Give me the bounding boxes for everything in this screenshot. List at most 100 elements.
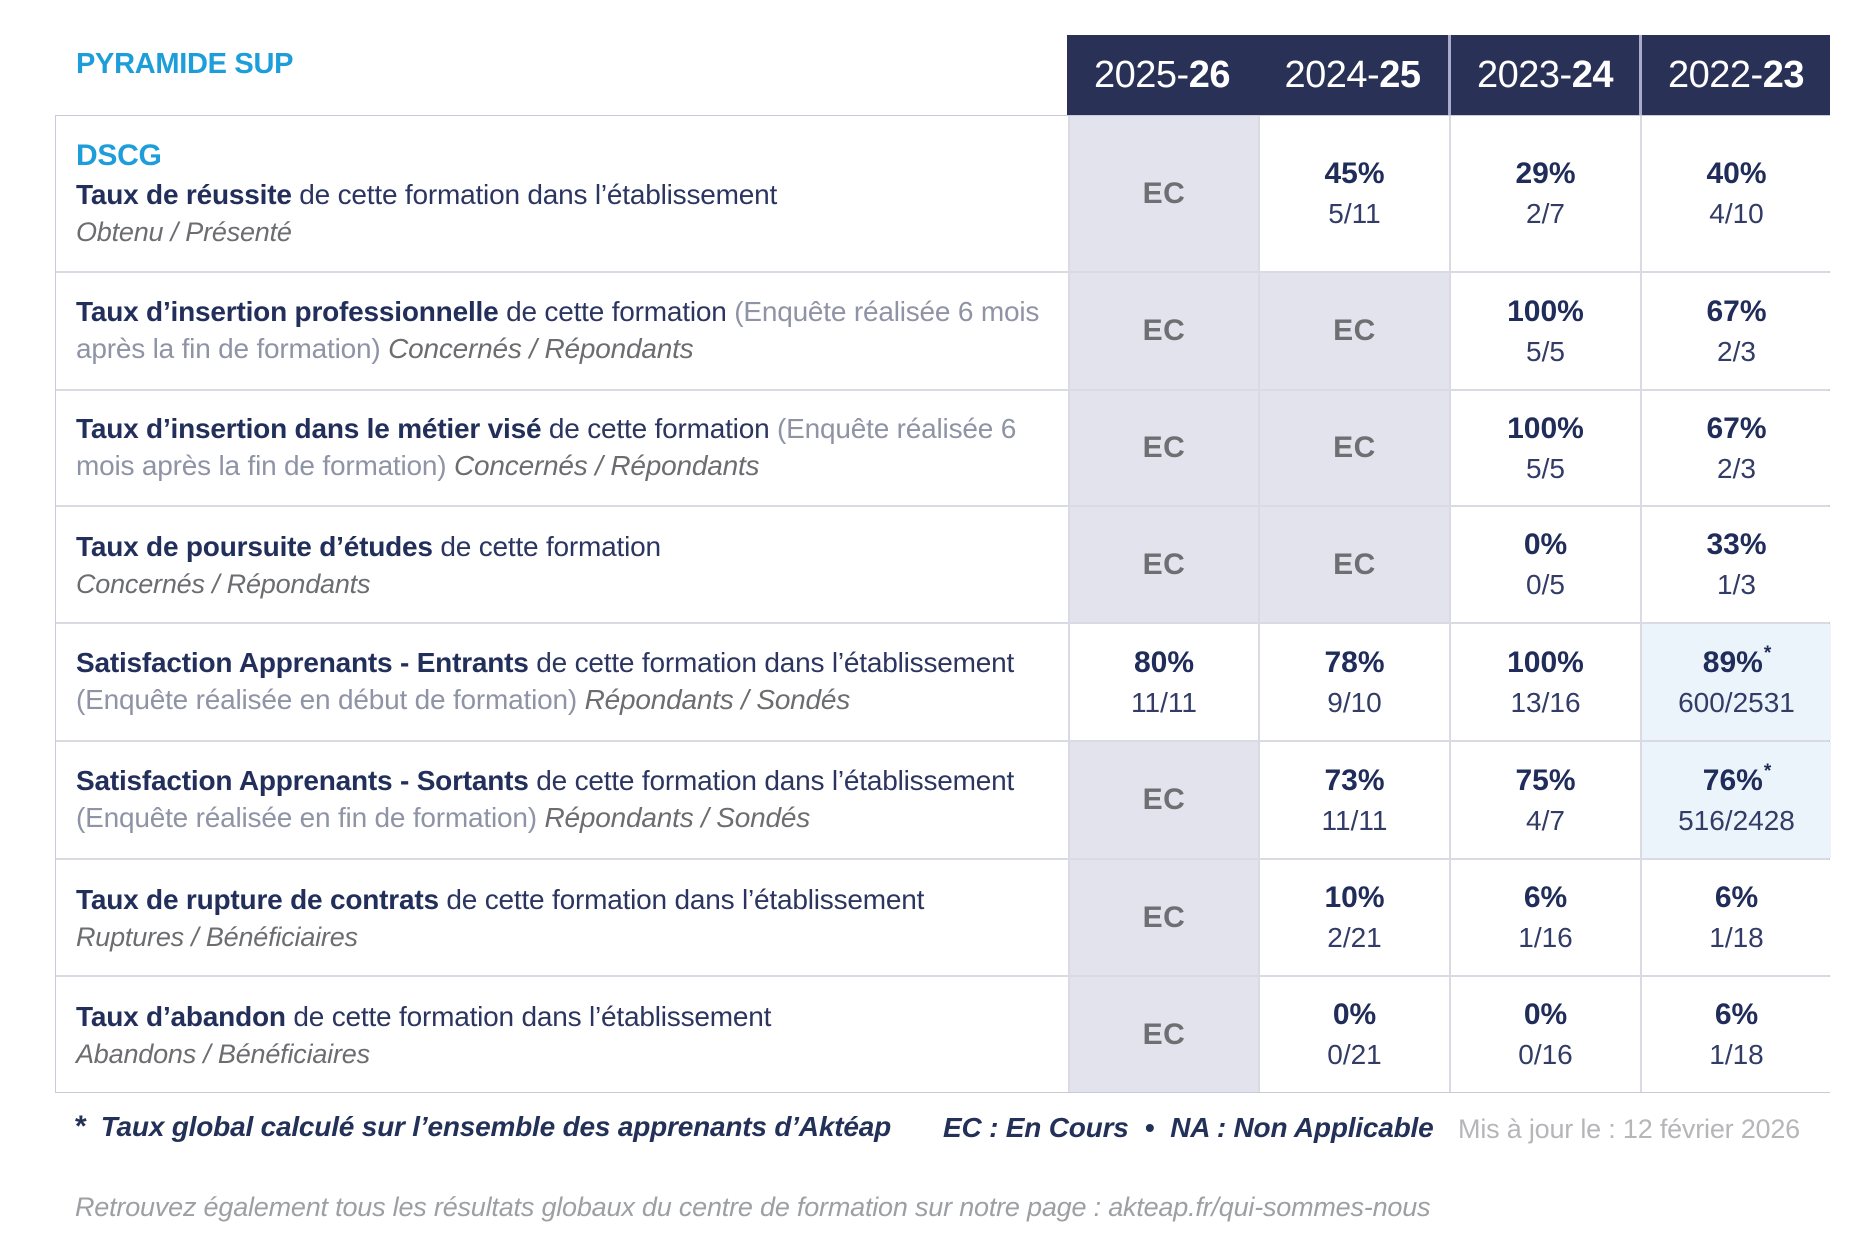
fraction-value: 4/10: [1709, 198, 1764, 229]
ec-badge: EC: [1142, 783, 1186, 816]
year-header-2024-25: 2024- 25: [1257, 35, 1448, 115]
table-row: Taux d’insertion dans le métier visé de …: [56, 389, 1831, 505]
ec-badge: EC: [1142, 431, 1186, 464]
value-cell: 40% 4/10: [1640, 116, 1831, 271]
value-cell: 100% 5/5: [1449, 273, 1640, 389]
table-row: Taux d’abandon de cette formation dans l…: [56, 975, 1831, 1092]
row-text: Taux d’insertion dans le métier visé de …: [76, 411, 1042, 485]
value-cell: 6% 1/16: [1449, 860, 1640, 975]
percent-value: 67%: [1706, 411, 1767, 445]
value-cell: EC: [1068, 507, 1258, 622]
ec-badge: EC: [1333, 314, 1376, 347]
fraction-value: 4/7: [1526, 804, 1565, 836]
percent-value: 6%: [1714, 998, 1759, 1031]
year-header-2025-26: 2025- 26: [1067, 35, 1257, 115]
fraction-value: 1/16: [1518, 922, 1573, 953]
updated-date: Mis à jour le : 12 février 2026: [1458, 1114, 1800, 1144]
row-title: Taux d’abandon: [76, 1000, 286, 1032]
brand-title: PYRAMIDE SUP: [76, 48, 294, 80]
value-cell: 67% 2/3: [1640, 273, 1831, 389]
value-cell: 89%* 600/2531: [1640, 624, 1831, 740]
row-title: Taux d’insertion professionnelle: [76, 296, 499, 328]
row-paren-note: (Enquête réalisée 6 mois après la fin de…: [76, 413, 1017, 481]
percent-value: 67%: [1706, 294, 1767, 328]
percent-value: 75%: [1515, 763, 1576, 797]
legend-separator: •: [1144, 1112, 1155, 1143]
row-title: Taux de rupture de contrats: [76, 883, 439, 915]
percent-value: 0%: [1523, 998, 1568, 1031]
percent-value: 89%*: [1702, 643, 1772, 679]
fraction-value: 2/3: [1717, 452, 1756, 484]
value-cell: 76%* 516/2428: [1640, 742, 1831, 858]
year-header-2023-24: 2023- 24: [1448, 35, 1639, 115]
value-cell: EC: [1068, 860, 1258, 975]
row-ratio-label: Répondants / Sondés: [544, 802, 811, 833]
percent-value: 100%: [1507, 411, 1584, 445]
value-cell: 80% 11/11: [1068, 624, 1258, 740]
value-cell: 10% 2/21: [1258, 860, 1449, 975]
fraction-value: 1/18: [1709, 1039, 1764, 1070]
fraction-value: 5/11: [1328, 198, 1381, 229]
table-row: Satisfaction Apprenants - Entrants de ce…: [56, 622, 1831, 740]
ec-badge: EC: [1142, 547, 1186, 581]
value-cell: EC: [1068, 116, 1258, 271]
row-text: Taux de rupture de contrats de cette for…: [76, 882, 1042, 919]
row-description: Satisfaction Apprenants - Sortants de ce…: [56, 742, 1068, 858]
table-row: Taux de poursuite d’études de cette form…: [56, 505, 1831, 622]
percent-value: 100%: [1507, 645, 1584, 679]
value-cell: 73% 11/11: [1258, 742, 1449, 858]
row-title: Satisfaction Apprenants - Sortants: [76, 765, 529, 797]
value-cell: EC: [1068, 742, 1258, 858]
bottom-note: Retrouvez également tous les résultats g…: [75, 1192, 1431, 1222]
legend-ec: EC : En Cours: [943, 1112, 1129, 1143]
value-cell: 75% 4/7: [1449, 742, 1640, 858]
value-cell: 29% 2/7: [1449, 116, 1640, 271]
row-after-title: de cette formation dans l’établissement: [536, 765, 1015, 797]
percent-value: 0%: [1332, 998, 1377, 1031]
row-after-title: de cette formation dans l’établissement: [536, 647, 1015, 679]
row-after-title: de cette formation: [440, 530, 661, 562]
row-paren-note: (Enquête réalisée en début de formation): [76, 684, 577, 715]
value-cell: 45% 5/11: [1258, 116, 1449, 271]
row-after-title: de cette formation dans l’établissement: [293, 1000, 772, 1032]
percent-value: 29%: [1515, 157, 1576, 190]
value-cell: 100% 5/5: [1449, 391, 1640, 505]
value-cell: EC: [1068, 977, 1258, 1092]
row-description: Taux d’insertion dans le métier visé de …: [56, 391, 1068, 505]
fraction-value: 0/16: [1518, 1039, 1573, 1070]
program-title: DSCG: [76, 138, 162, 172]
fraction-value: 2/3: [1717, 335, 1756, 367]
global-rate-star: *: [1763, 643, 1772, 664]
fraction-value: 1/3: [1717, 569, 1756, 600]
row-title: Taux de poursuite d’études: [76, 530, 433, 562]
percent-value: 45%: [1324, 157, 1385, 190]
row-text: Taux d’abandon de cette formation dans l…: [76, 999, 1042, 1036]
value-cell: EC: [1258, 507, 1449, 622]
row-text: Satisfaction Apprenants - Sortants de ce…: [76, 763, 1042, 837]
row-subtitle: Obtenu / Présenté: [76, 217, 292, 248]
row-description: Taux d’abandon de cette formation dans l…: [56, 977, 1068, 1092]
row-description: Taux d’insertion professionnelle de cett…: [56, 273, 1068, 389]
row-ratio-label: Concernés / Répondants: [454, 450, 760, 481]
value-cell: EC: [1068, 273, 1258, 389]
percent-value: 0%: [1523, 528, 1568, 561]
row-paren-note: (Enquête réalisée en fin de formation): [76, 802, 537, 833]
ec-badge: EC: [1142, 900, 1186, 934]
table-body: DSCG Taux de réussite de cette formation …: [55, 115, 1831, 1093]
fraction-value: 516/2428: [1678, 805, 1795, 836]
year-header-2022-23: 2022- 23: [1639, 35, 1830, 115]
value-cell: 100% 13/16: [1449, 624, 1640, 740]
row-after-title: de cette formation: [506, 296, 727, 328]
value-cell: EC: [1258, 391, 1449, 505]
value-cell: EC: [1068, 391, 1258, 505]
row-subtitle: Ruptures / Bénéficiaires: [76, 922, 358, 953]
legend-na: NA : Non Applicable: [1170, 1112, 1434, 1143]
fraction-value: 1/18: [1709, 922, 1764, 953]
ec-badge: EC: [1333, 431, 1376, 464]
ec-badge: EC: [1142, 1017, 1186, 1051]
row-text: Taux d’insertion professionnelle de cett…: [76, 294, 1042, 368]
value-cell: 33% 1/3: [1640, 507, 1831, 622]
row-text: Taux de poursuite d’études de cette form…: [76, 529, 1042, 566]
fraction-value: 5/5: [1526, 452, 1565, 484]
row-description: Satisfaction Apprenants - Entrants de ce…: [56, 624, 1068, 740]
